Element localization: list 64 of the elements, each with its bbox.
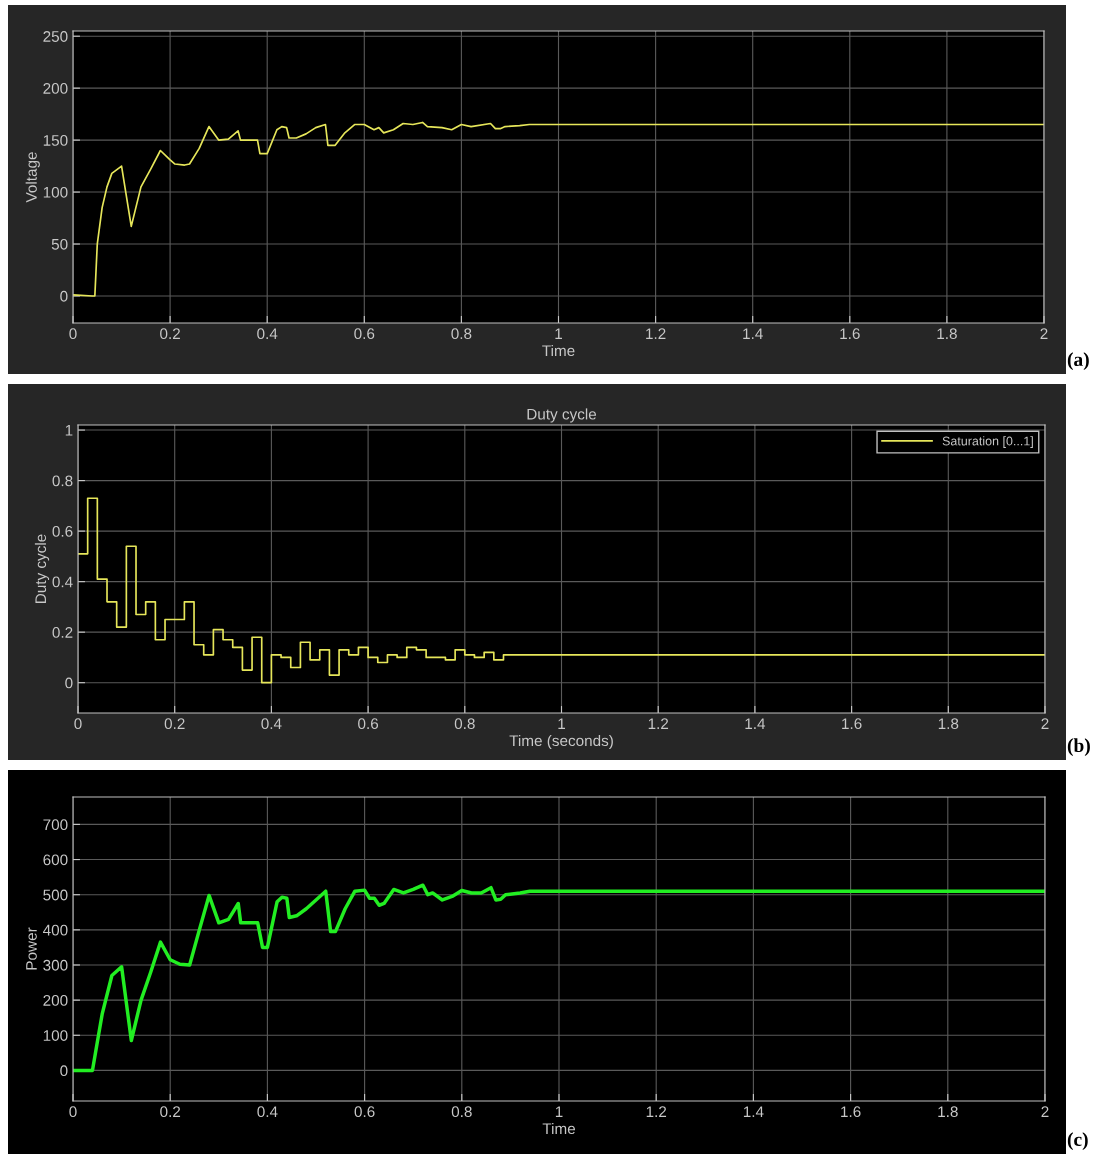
legend-label: Saturation [0...1]	[942, 436, 1033, 448]
y-tick-label: 500	[43, 889, 68, 901]
y-tick-label: 300	[43, 959, 68, 971]
x-tick-label: 0.8	[451, 328, 472, 340]
x-tick-label: 0.4	[257, 328, 278, 340]
y-tick-label: 700	[43, 819, 68, 831]
y-tick-label: 400	[43, 924, 68, 936]
x-tick-label: 0.8	[451, 1106, 472, 1118]
x-tick-label: 1.4	[743, 1106, 764, 1117]
y-tick-label: 0.4	[52, 576, 73, 588]
x-tick-label: 1.8	[938, 718, 959, 730]
y-tick-label: 250	[43, 31, 68, 42]
x-tick-label: 0.2	[160, 328, 180, 340]
y-tick-label: 600	[43, 854, 68, 866]
x-tick-label: 2	[1041, 1106, 1049, 1117]
x-tick-label: 1.2	[648, 718, 669, 729]
x-axis-title: Time (seconds)	[509, 734, 613, 750]
x-tick-label: 1.8	[938, 1106, 958, 1118]
chart-title: Duty cycle	[527, 408, 597, 423]
line-series	[73, 121, 1044, 297]
x-tick-label: 0.2	[160, 1106, 181, 1118]
text: (a)	[1067, 352, 1089, 370]
line-series	[73, 883, 1045, 1073]
x-tick-label: 2	[1041, 718, 1049, 729]
x-tick-label: 1	[555, 328, 562, 339]
x-tick-label: 0.6	[354, 1106, 375, 1118]
y-tick-label: 0.2	[52, 627, 73, 638]
y-axis-title: Voltage	[25, 152, 40, 203]
x-tick-label: 0.4	[257, 1106, 278, 1118]
x-tick-label: 1.6	[842, 718, 862, 730]
x-axis-title: Time	[542, 344, 575, 357]
y-tick-label: 50	[51, 238, 68, 250]
x-tick-label: 0.4	[261, 718, 282, 730]
x-tick-label: 1.4	[743, 328, 763, 339]
y-tick-label: 200	[43, 83, 68, 94]
y-tick-label: 150	[43, 134, 68, 146]
y-tick-label: 0.8	[52, 475, 73, 487]
text: (c)	[1067, 1132, 1088, 1150]
x-tick-label: 1.2	[646, 328, 666, 339]
x-tick-label: 0.2	[164, 718, 185, 730]
x-tick-label: 0	[74, 718, 82, 730]
x-tick-label: 1.4	[745, 718, 766, 729]
x-tick-label: 1	[555, 1106, 563, 1117]
x-tick-label: 0.8	[454, 718, 475, 730]
y-tick-label: 0	[65, 677, 73, 689]
y-tick-label: 0	[60, 1065, 68, 1077]
x-tick-label: 1.6	[841, 1106, 861, 1118]
y-tick-label: 100	[43, 186, 68, 198]
x-tick-label: 1.6	[840, 328, 860, 340]
x-axis-title: Time	[542, 1122, 576, 1135]
y-tick-label: 0.6	[52, 525, 73, 537]
x-tick-label: 0.6	[354, 328, 375, 340]
y-tick-label: 1	[65, 425, 73, 436]
x-tick-label: 1	[558, 718, 565, 729]
y-axis-title: Duty cycle	[34, 534, 50, 603]
x-tick-label: 0.6	[358, 718, 379, 730]
y-axis-title: Power	[26, 927, 37, 970]
x-tick-label: 1.2	[646, 1106, 667, 1117]
x-tick-label: 1.8	[937, 328, 957, 340]
y-tick-label: 200	[43, 995, 68, 1006]
x-tick-label: 2	[1040, 328, 1048, 339]
y-tick-label: 100	[43, 1030, 68, 1041]
y-tick-label: 0	[60, 290, 68, 302]
text: (b)	[1067, 738, 1090, 756]
